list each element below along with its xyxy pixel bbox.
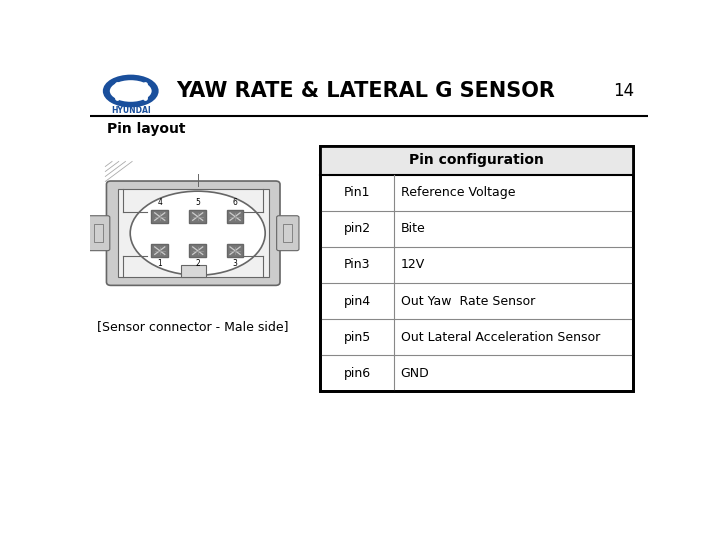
Text: Out Yaw  Rate Sensor: Out Yaw Rate Sensor (400, 294, 535, 308)
Text: pin5: pin5 (343, 330, 371, 343)
Ellipse shape (130, 191, 265, 275)
Text: 14: 14 (613, 82, 634, 100)
Bar (284, 224, 292, 242)
Text: GND: GND (400, 367, 429, 380)
Bar (117, 190, 269, 277)
Text: Pin3: Pin3 (344, 259, 370, 272)
Bar (320, 146, 633, 175)
Text: 1: 1 (158, 259, 162, 268)
FancyBboxPatch shape (107, 181, 280, 285)
Text: Pin configuration: Pin configuration (409, 153, 544, 167)
Text: Out Lateral Acceleration Sensor: Out Lateral Acceleration Sensor (400, 330, 600, 343)
Bar (320, 146, 633, 391)
Ellipse shape (110, 80, 152, 102)
Bar (181, 266, 205, 277)
Text: pin6: pin6 (343, 367, 371, 380)
Bar (227, 211, 243, 223)
Text: Pin layout: Pin layout (107, 122, 185, 136)
Text: Reference Voltage: Reference Voltage (400, 186, 515, 199)
Bar (151, 211, 168, 223)
Text: HYUNDAI: HYUNDAI (111, 106, 150, 116)
Text: 4: 4 (157, 198, 162, 207)
Text: 2: 2 (195, 259, 200, 268)
Bar (151, 245, 168, 257)
Bar (189, 245, 206, 257)
Bar (320, 146, 633, 391)
Text: [Sensor connector - Male side]: [Sensor connector - Male side] (97, 320, 289, 333)
Text: pin4: pin4 (343, 294, 371, 308)
Text: 5: 5 (195, 198, 200, 207)
Text: 12V: 12V (400, 259, 425, 272)
FancyBboxPatch shape (88, 216, 110, 251)
Bar (189, 211, 206, 223)
Text: Bite: Bite (400, 222, 426, 235)
FancyBboxPatch shape (276, 216, 299, 251)
Text: 3: 3 (233, 259, 238, 268)
Text: pin2: pin2 (343, 222, 371, 235)
Text: Pin1: Pin1 (344, 186, 370, 199)
Bar (227, 245, 243, 257)
Text: YAW RATE & LATERAL G SENSOR: YAW RATE & LATERAL G SENSOR (176, 81, 555, 101)
Bar (94, 224, 103, 242)
Text: 6: 6 (233, 198, 238, 207)
Ellipse shape (104, 76, 157, 106)
